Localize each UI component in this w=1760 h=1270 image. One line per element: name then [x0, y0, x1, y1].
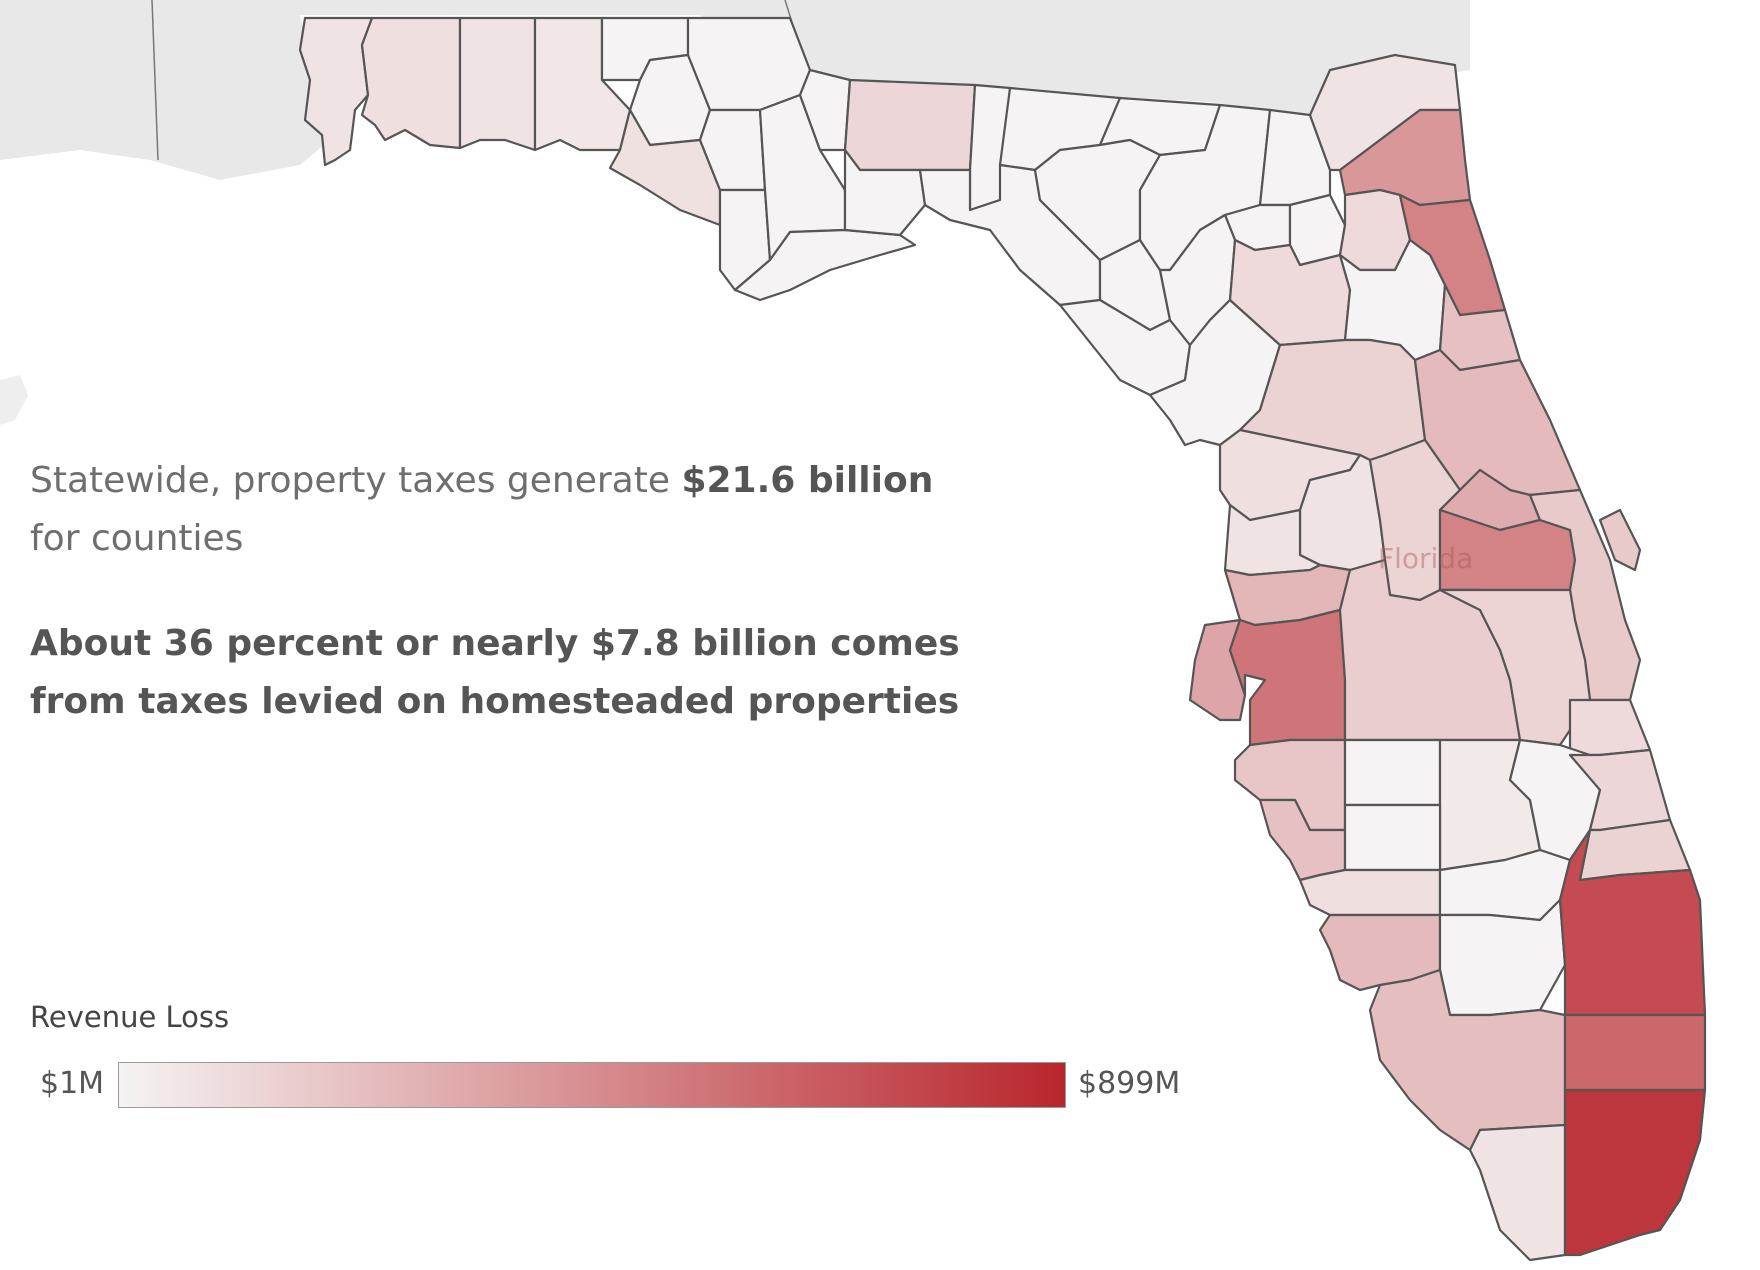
- legend-max-label: $899M: [1078, 1066, 1181, 1101]
- county-bradford[interactable]: [1288, 193, 1347, 267]
- neighbor-states: [0, 0, 1470, 180]
- county-indian-river[interactable]: [1568, 698, 1652, 757]
- county-charlotte[interactable]: [1298, 868, 1442, 917]
- county-franklin[interactable]: [733, 228, 917, 302]
- county-hardee[interactable]: [1343, 738, 1442, 807]
- county-leon[interactable]: [843, 78, 977, 172]
- state-line-al-fl: [151, 0, 159, 161]
- statewide-text-suffix: for counties: [30, 518, 244, 559]
- county-hendry[interactable]: [1438, 898, 1567, 1017]
- coast-blotch: [0, 375, 28, 425]
- county-okaloosa[interactable]: [458, 16, 537, 152]
- county-desoto[interactable]: [1343, 803, 1442, 872]
- legend-title: Revenue Loss: [30, 1000, 230, 1034]
- county-hillsborough[interactable]: [1228, 608, 1347, 747]
- county-broward[interactable]: [1563, 1013, 1707, 1092]
- statewide-amount: $21.6 billion: [681, 460, 934, 501]
- county-palm-beach[interactable]: [1558, 828, 1707, 1017]
- county-monroe[interactable]: [1468, 1123, 1567, 1262]
- statewide-text-prefix: Statewide, property taxes generate: [30, 460, 682, 501]
- county-group: [298, 16, 1707, 1262]
- state-label: Florida: [1378, 542, 1474, 575]
- legend-gradient-bar: [118, 1062, 1066, 1108]
- county-jackson[interactable]: [686, 16, 812, 112]
- statewide-revenue-text: Statewide, property taxes generate $21.6…: [30, 452, 990, 568]
- county-brevard-island[interactable]: [1598, 508, 1642, 572]
- county-santa-rosa[interactable]: [360, 16, 462, 150]
- county-gadsden[interactable]: [798, 68, 852, 152]
- county-clay[interactable]: [1338, 188, 1412, 272]
- legend-min-label: $1M: [40, 1066, 105, 1101]
- county-miami-dade[interactable]: [1563, 1088, 1707, 1257]
- homestead-share-text: About 36 percent or nearly $7.8 billion …: [30, 623, 960, 722]
